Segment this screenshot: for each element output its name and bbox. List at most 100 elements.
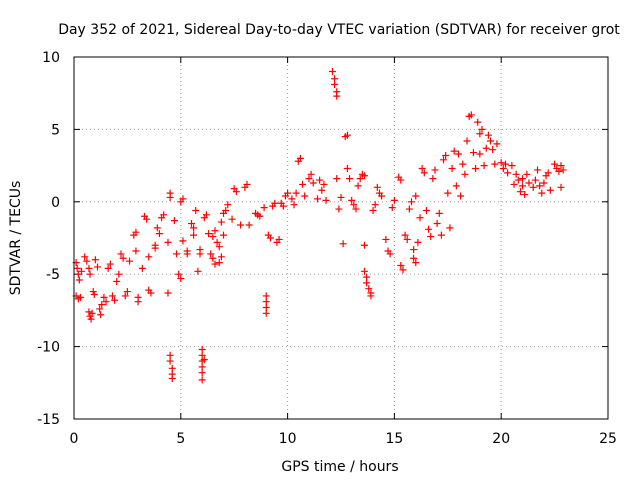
chart-title: Day 352 of 2021, Sidereal Day-to-day VTE… — [58, 22, 620, 38]
data-point — [85, 264, 93, 272]
data-point — [504, 169, 512, 177]
data-point — [198, 376, 206, 384]
data-point — [403, 235, 411, 243]
data-point — [237, 221, 245, 229]
data-point — [322, 196, 330, 204]
data-point — [91, 256, 99, 264]
data-point — [100, 293, 108, 301]
data-point — [222, 206, 230, 214]
data-point — [215, 243, 223, 251]
data-point — [177, 275, 185, 283]
data-point — [262, 309, 270, 317]
data-point — [343, 131, 351, 139]
data-point — [260, 204, 268, 212]
data-point — [126, 257, 134, 265]
data-point — [196, 250, 204, 258]
data-point — [256, 212, 264, 220]
data-point — [102, 298, 110, 306]
data-points-layer — [72, 67, 567, 384]
data-point — [425, 225, 433, 233]
data-point — [333, 175, 341, 183]
data-point — [390, 196, 398, 204]
data-point — [514, 176, 522, 184]
data-point — [168, 374, 176, 382]
tick-layer: 0 5 10 15 20 25 -15 -10 -5 0 5 10 — [37, 50, 617, 447]
data-point — [348, 196, 356, 204]
data-point — [512, 170, 520, 178]
data-point — [121, 292, 129, 300]
data-point — [343, 164, 351, 172]
data-point — [352, 205, 360, 213]
data-point — [339, 240, 347, 248]
data-point — [160, 211, 168, 219]
data-point — [320, 180, 328, 188]
data-point — [224, 201, 232, 209]
data-point — [138, 264, 146, 272]
x-tick-label: 10 — [279, 431, 297, 447]
x-tick-label: 0 — [70, 431, 79, 447]
data-point — [316, 176, 324, 184]
data-point — [132, 228, 140, 236]
y-tick-label: 10 — [42, 50, 60, 66]
data-point — [523, 170, 531, 178]
data-point — [501, 160, 509, 168]
data-point — [215, 259, 223, 267]
data-point — [363, 279, 371, 287]
data-point — [314, 195, 322, 203]
data-point — [367, 292, 375, 300]
data-point — [476, 130, 484, 138]
data-point — [350, 201, 358, 209]
data-point — [217, 253, 225, 261]
data-point — [356, 175, 364, 183]
data-point — [510, 180, 518, 188]
data-point — [108, 292, 116, 300]
data-point — [335, 205, 343, 213]
data-point — [487, 137, 495, 145]
data-point — [397, 262, 405, 270]
x-tick-label: 25 — [599, 431, 617, 447]
data-point — [153, 224, 161, 232]
data-point — [209, 254, 217, 262]
data-point — [111, 296, 119, 304]
data-point — [318, 186, 326, 194]
data-point — [442, 151, 450, 159]
data-point — [420, 169, 428, 177]
data-point — [551, 160, 559, 168]
data-point — [232, 188, 240, 196]
data-point — [119, 254, 127, 262]
data-point — [97, 311, 105, 319]
data-point — [83, 257, 91, 265]
y-axis-label: SDTVAR / TECUs — [8, 181, 24, 296]
data-point — [143, 215, 151, 223]
y-tick-label: -15 — [37, 412, 60, 428]
data-point — [478, 125, 486, 133]
data-point — [467, 111, 475, 119]
data-point — [437, 231, 445, 239]
data-point — [220, 231, 228, 239]
data-point — [179, 195, 187, 203]
data-point — [416, 214, 424, 222]
data-point — [444, 189, 452, 197]
data-point — [557, 162, 565, 170]
data-point — [88, 309, 96, 317]
data-point — [296, 154, 304, 162]
data-point — [290, 201, 298, 209]
data-point — [200, 356, 208, 364]
data-point — [106, 260, 114, 268]
data-point — [301, 192, 309, 200]
data-point — [115, 270, 123, 278]
data-point — [557, 183, 565, 191]
data-point — [166, 357, 174, 365]
data-point — [531, 176, 539, 184]
data-point — [365, 285, 373, 293]
data-point — [412, 259, 420, 267]
data-point — [433, 220, 441, 228]
data-point — [211, 227, 219, 235]
data-point — [491, 160, 499, 168]
data-point — [243, 180, 251, 188]
data-point — [183, 250, 191, 258]
data-point — [205, 230, 213, 238]
data-point — [388, 204, 396, 212]
data-point — [476, 150, 484, 158]
data-point — [534, 166, 542, 174]
